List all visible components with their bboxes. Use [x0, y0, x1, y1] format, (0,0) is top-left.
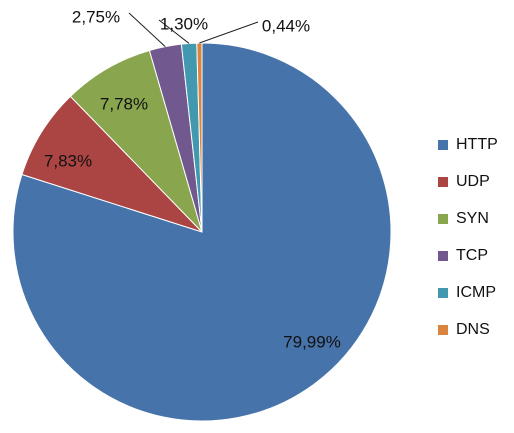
pie-slices: [12, 42, 392, 422]
legend-label-syn: SYN: [456, 210, 489, 227]
legend-label-http: HTTP: [456, 136, 498, 153]
data-label-dns: 0,44%: [262, 16, 310, 35]
leader-lines: [128, 12, 259, 47]
legend-label-icmp: ICMP: [456, 284, 496, 301]
legend-swatch-http: [438, 140, 448, 150]
legend-item-syn: SYN: [438, 210, 489, 227]
data-label-tcp: 2,75%: [72, 7, 120, 26]
legend-swatch-udp: [438, 177, 448, 187]
pie-slice-dns: [196, 42, 203, 233]
data-label-icmp: 1,30%: [160, 14, 208, 33]
data-labels: 79,99% 7,83% 7,78% 2,75% 1,30% 0,44%: [44, 7, 341, 351]
leader-line-tcp: [128, 12, 166, 47]
pie-slice-udp: [21, 95, 203, 233]
legend: HTTP UDP SYN TCP ICMP DNS: [438, 136, 498, 338]
legend-swatch-syn: [438, 214, 448, 224]
legend-item-udp: UDP: [438, 173, 490, 190]
legend-item-tcp: TCP: [438, 247, 488, 264]
pie-slice-syn: [69, 49, 203, 233]
legend-swatch-tcp: [438, 251, 448, 261]
legend-swatch-icmp: [438, 288, 448, 298]
data-label-http: 79,99%: [283, 332, 341, 351]
data-label-udp: 7,83%: [44, 151, 92, 170]
legend-label-udp: UDP: [456, 173, 490, 190]
leader-line-dns: [199, 21, 259, 44]
legend-item-dns: DNS: [438, 321, 490, 338]
leader-line-icmp: [158, 19, 190, 44]
legend-label-tcp: TCP: [456, 247, 488, 264]
legend-label-dns: DNS: [456, 321, 490, 338]
data-label-syn: 7,78%: [100, 94, 148, 113]
legend-item-http: HTTP: [438, 136, 498, 153]
legend-swatch-dns: [438, 325, 448, 335]
legend-item-icmp: ICMP: [438, 284, 496, 301]
